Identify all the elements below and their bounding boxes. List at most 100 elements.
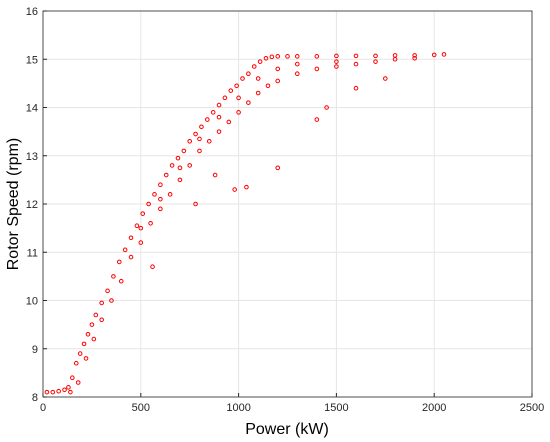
point	[146, 201, 151, 207]
y-tick-label: 11	[27, 247, 38, 259]
point	[314, 54, 320, 59]
point	[93, 312, 99, 318]
point	[257, 59, 263, 64]
point	[175, 155, 181, 161]
point	[236, 110, 241, 115]
point	[158, 196, 163, 202]
point	[122, 247, 128, 253]
point	[234, 83, 239, 89]
point	[412, 53, 417, 58]
point	[314, 117, 320, 122]
point	[56, 388, 61, 394]
point	[81, 341, 87, 347]
x-axis-label: Power (kW)	[245, 421, 329, 438]
point	[181, 148, 187, 154]
point	[89, 322, 95, 327]
point	[169, 163, 175, 168]
point	[167, 192, 173, 197]
point	[275, 54, 281, 59]
point	[138, 240, 144, 245]
point	[70, 375, 75, 381]
point	[392, 53, 398, 58]
point	[187, 163, 192, 168]
y-tick-label: 8	[32, 392, 38, 404]
point	[91, 336, 97, 342]
point	[431, 52, 437, 58]
point	[412, 55, 417, 61]
point	[150, 264, 155, 270]
point	[50, 389, 56, 395]
point	[275, 66, 281, 72]
point	[116, 259, 122, 265]
point	[99, 317, 104, 323]
y-tick-label: 12	[26, 199, 38, 211]
y-tick-label: 10	[26, 296, 38, 308]
point	[246, 71, 251, 77]
y-axis-label: Rotor Speed (rpm)	[5, 138, 22, 271]
point	[85, 331, 91, 337]
point	[187, 138, 192, 144]
point	[353, 53, 359, 59]
point	[77, 351, 83, 356]
point	[265, 83, 271, 89]
point	[152, 192, 157, 197]
point	[197, 136, 202, 142]
point	[212, 172, 218, 178]
point	[334, 53, 339, 59]
point	[222, 95, 228, 101]
y-tick-label: 9	[32, 344, 38, 356]
x-tick-label: 0	[40, 402, 46, 414]
point	[118, 278, 124, 284]
x-tick-label: 2500	[520, 402, 544, 414]
point	[138, 225, 144, 231]
point	[193, 201, 198, 207]
point	[83, 356, 89, 361]
point	[236, 95, 241, 101]
point	[353, 61, 359, 67]
point	[392, 56, 398, 62]
point	[134, 223, 140, 229]
point	[148, 221, 153, 226]
point	[68, 389, 73, 395]
point	[263, 55, 269, 61]
point	[158, 206, 163, 212]
point	[216, 129, 222, 134]
point	[62, 387, 67, 393]
point	[73, 360, 79, 366]
point	[177, 165, 183, 171]
x-tick-label: 500	[132, 402, 150, 414]
point	[163, 172, 169, 178]
point	[140, 211, 146, 216]
point	[109, 298, 114, 303]
point	[158, 182, 163, 187]
point	[232, 187, 237, 192]
point	[205, 117, 210, 122]
point	[75, 380, 81, 385]
point	[206, 138, 212, 144]
point	[285, 54, 290, 59]
point	[373, 53, 378, 59]
y-tick-label: 14	[26, 103, 38, 115]
point	[269, 54, 275, 60]
plot-frame	[42, 10, 533, 398]
point	[275, 165, 281, 171]
point	[294, 61, 300, 67]
point	[199, 124, 204, 130]
point	[373, 59, 378, 64]
y-tick-label: 13	[26, 151, 38, 163]
point	[216, 114, 222, 120]
point	[251, 64, 257, 69]
point	[275, 78, 281, 84]
point	[240, 76, 245, 81]
point	[353, 85, 359, 91]
point	[193, 131, 198, 137]
point	[105, 288, 110, 294]
point	[255, 76, 261, 81]
point	[441, 52, 447, 57]
point	[210, 110, 216, 115]
point	[177, 177, 183, 183]
point	[294, 71, 300, 77]
x-tick-label: 1500	[324, 402, 348, 414]
point	[228, 88, 234, 93]
